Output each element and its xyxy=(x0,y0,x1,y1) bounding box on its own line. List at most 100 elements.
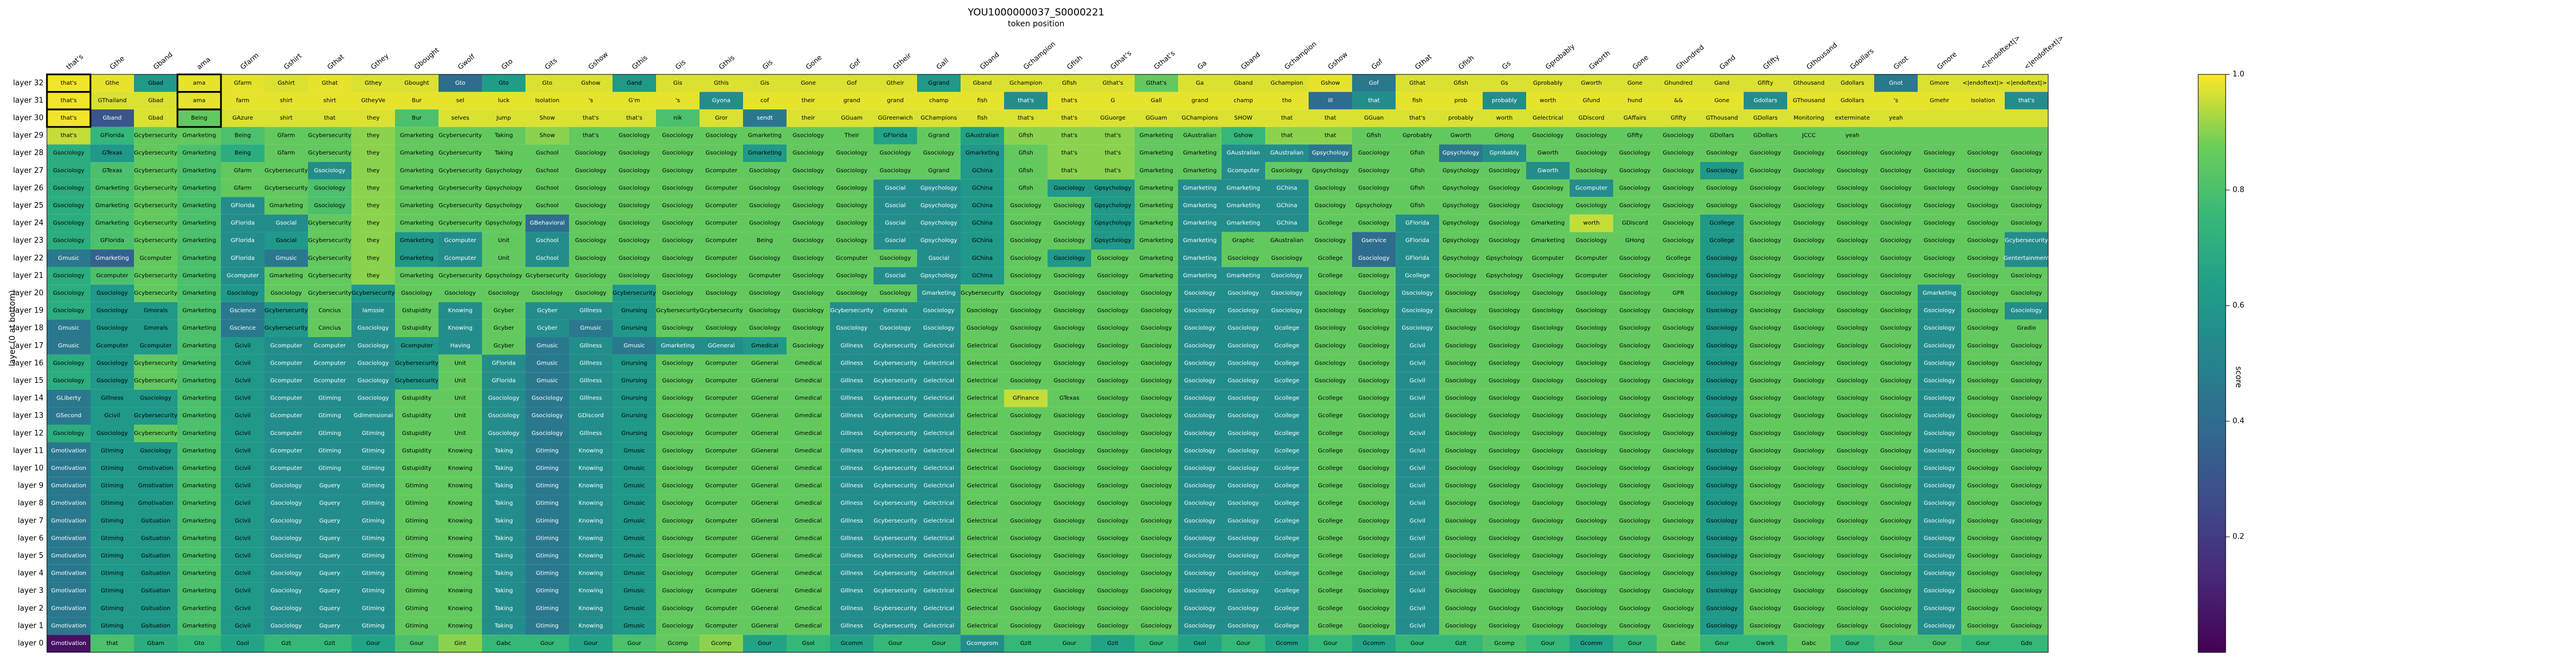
cell-label: Gsociology xyxy=(1750,360,1781,366)
cell-label: Gyona xyxy=(712,97,730,104)
cell-label: Gsociology xyxy=(1880,343,1912,349)
heatmap-cell xyxy=(90,547,134,565)
heatmap-cell xyxy=(961,162,1004,180)
cell-label: Gsociology xyxy=(1010,605,1042,612)
heatmap-cell xyxy=(569,547,613,565)
cell-label: Gsociology xyxy=(793,168,824,174)
cell-label: Gsociology xyxy=(358,378,389,384)
heatmap-cell xyxy=(1700,214,1744,232)
cell-label: Knowing xyxy=(448,605,473,612)
cell-label: Gbam xyxy=(147,640,164,647)
cell-label: Gcollege xyxy=(1274,571,1299,577)
heatmap-cell xyxy=(874,529,917,548)
heatmap-cell xyxy=(2005,267,2048,285)
heatmap-cell xyxy=(526,250,569,267)
cell-label: Gsociology xyxy=(1489,588,1520,594)
cell-label: Gsociology xyxy=(1750,272,1781,279)
heatmap-cell xyxy=(569,389,613,407)
cell-label: Gcomputer xyxy=(705,465,738,472)
cell-label: Gmedical xyxy=(795,413,821,419)
cell-label: Gmusic xyxy=(623,588,645,594)
heatmap-cell xyxy=(1831,197,1874,215)
heatmap-cell xyxy=(1091,92,1135,110)
heatmap-cell xyxy=(438,284,482,302)
cell-label: Gsociology xyxy=(1489,623,1520,629)
heatmap-cell xyxy=(1004,477,1048,495)
heatmap-cell xyxy=(613,494,656,512)
cell-label: Gfish xyxy=(1018,168,1033,174)
cell-label: Gcomputer xyxy=(314,360,346,366)
heatmap-cell xyxy=(787,109,830,127)
cell-label: Gsociology xyxy=(1924,623,1955,629)
cell-label: Gsociology xyxy=(1793,430,1825,437)
heatmap-cell xyxy=(1439,250,1483,267)
cell-label: Gmarketing xyxy=(183,255,216,262)
cell-label: Gmarketing xyxy=(96,185,129,191)
cell-label: Gsociology xyxy=(1228,430,1259,437)
heatmap-cell xyxy=(1091,319,1135,337)
cell-label: Gsociology xyxy=(1097,343,1129,349)
cell-label: Gmedical xyxy=(795,623,821,629)
cell-label: Gsociology xyxy=(1924,360,1955,366)
heatmap-cell xyxy=(308,232,351,250)
cell-label: Gsociology xyxy=(1924,343,1955,349)
cell-label: Gis xyxy=(760,80,769,86)
heatmap-cell xyxy=(830,319,874,337)
cell-label: Gsociology xyxy=(1706,168,1738,174)
heatmap-cell xyxy=(700,126,743,145)
heatmap-cell xyxy=(874,232,917,250)
cell-label: Gsociology xyxy=(749,220,781,227)
cell-label: Unit xyxy=(455,378,466,384)
cell-label: Gmusic xyxy=(275,255,297,262)
heatmap-cell xyxy=(1918,512,1961,530)
cell-label: Gtiming xyxy=(536,518,559,524)
x-tick-label: <|endoftext|> xyxy=(2022,33,2065,71)
cell-label: Gzit xyxy=(1455,640,1467,647)
heatmap-cell xyxy=(961,109,1004,127)
cell-label: Gsociology xyxy=(1097,325,1129,331)
heatmap-cell xyxy=(1874,354,1918,373)
heatmap-cell xyxy=(1787,529,1831,548)
heatmap-cell xyxy=(90,460,134,477)
cell-label: Gsociology xyxy=(1184,588,1216,594)
cell-label: Gpsychology xyxy=(1486,255,1523,262)
cell-label: Gcollege xyxy=(1274,325,1299,331)
heatmap-cell xyxy=(395,372,438,390)
heatmap-cell xyxy=(1352,425,1396,442)
heatmap-cell xyxy=(1309,354,1352,373)
cell-label: Gsociology xyxy=(836,220,868,227)
heatmap-cell xyxy=(1918,529,1961,548)
cell-label: Gthat's xyxy=(1146,80,1167,86)
heatmap-cell xyxy=(1570,337,1613,355)
heatmap-cell xyxy=(90,126,134,145)
cell-label: Gmarketing xyxy=(183,553,216,559)
cell-label: Gabc xyxy=(1801,640,1816,647)
cell-label: Gour xyxy=(410,640,424,647)
heatmap-cell xyxy=(90,529,134,548)
heatmap-cell xyxy=(1309,267,1352,285)
heatmap-cell xyxy=(1526,74,1570,92)
heatmap-cell xyxy=(1309,372,1352,390)
heatmap-cell xyxy=(351,267,395,285)
cell-label: GChina xyxy=(972,168,993,174)
heatmap-cell xyxy=(1178,144,1222,162)
cell-label: Gsociology xyxy=(532,413,563,419)
heatmap-cell xyxy=(700,179,743,197)
heatmap-cell xyxy=(613,372,656,390)
heatmap-cell xyxy=(1265,494,1309,512)
heatmap-cell xyxy=(177,232,221,250)
heatmap-cell xyxy=(961,214,1004,232)
cell-label: Gelectrical xyxy=(923,553,954,559)
heatmap-cell xyxy=(1570,179,1613,197)
heatmap-cell xyxy=(700,197,743,215)
cell-label: Gsociology xyxy=(1228,465,1259,472)
heatmap-cell xyxy=(569,512,613,530)
cell-label: GGeneral xyxy=(751,465,778,472)
heatmap-cell xyxy=(656,354,700,373)
cell-label: Gsociology xyxy=(1663,133,1694,139)
cell-label: Gcomputer xyxy=(705,588,738,594)
cell-label: Gtiming xyxy=(362,623,385,629)
cell-label: Gelectrical xyxy=(967,553,998,559)
heatmap-cell xyxy=(1918,74,1961,92)
cell-label: Gcivil xyxy=(235,588,251,594)
